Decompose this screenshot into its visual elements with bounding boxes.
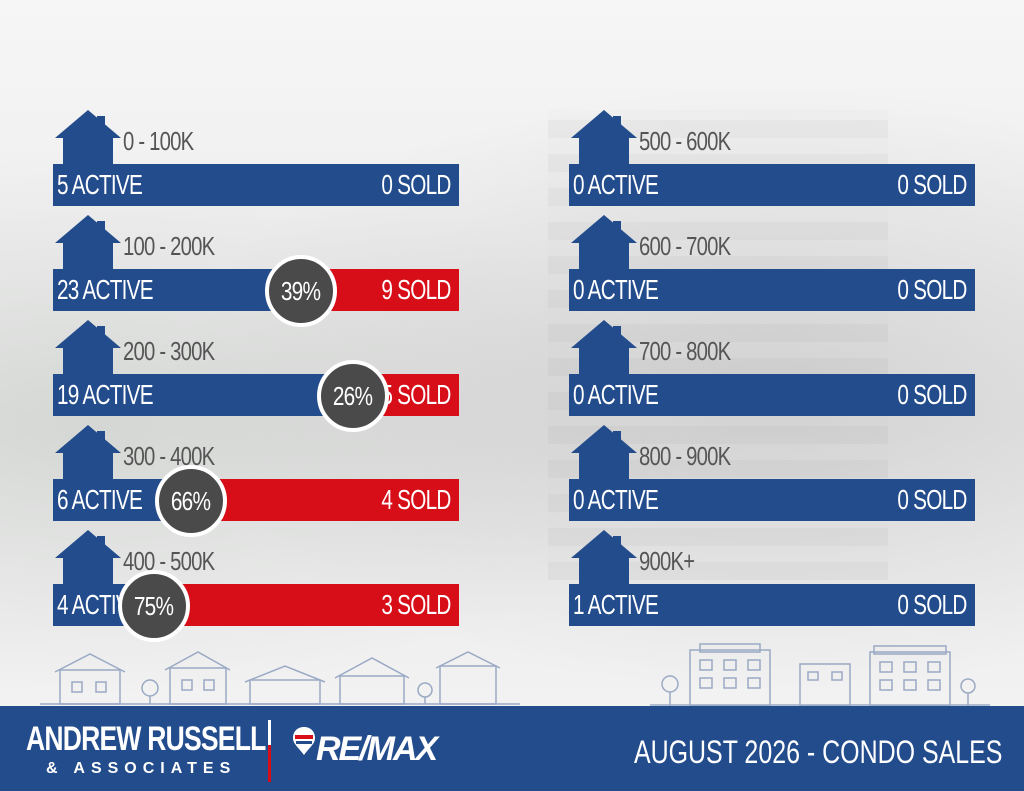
sold-count: 0 SOLD: [897, 274, 968, 305]
price-range-label: 0 - 100K: [123, 126, 194, 156]
sold-fill: [154, 584, 459, 626]
brand-name: ANDREW RUSSELL: [26, 720, 266, 758]
tier-bar: 0 ACTIVE 0 SOLD: [569, 164, 975, 206]
sell-through-percent: 66%: [171, 485, 211, 516]
price-range-label: 900K+: [639, 546, 695, 576]
sell-through-badge: 75%: [118, 570, 190, 642]
house-icon: [53, 423, 123, 483]
active-count: 0 ACTIVE: [573, 274, 659, 305]
price-range-label: 200 - 300K: [123, 336, 215, 366]
sold-count: 0 SOLD: [897, 169, 968, 200]
house-icon: [53, 528, 123, 588]
sell-through-percent: 39%: [281, 275, 321, 306]
price-tier: 200 - 300K 19 ACTIVE 5 SOLD 26%: [53, 318, 459, 432]
house-icon: [569, 423, 639, 483]
active-count: 5 ACTIVE: [57, 169, 143, 200]
report-title: AUGUST 2026 - CONDO SALES: [633, 734, 1002, 770]
house-icon: [53, 318, 123, 378]
price-tier: 500 - 600K 0 ACTIVE 0 SOLD: [569, 108, 975, 218]
active-count: 6 ACTIVE: [57, 484, 143, 515]
house-icon: [53, 108, 123, 168]
tier-bar: 19 ACTIVE 5 SOLD: [53, 374, 459, 416]
price-range-label: 700 - 800K: [639, 336, 731, 366]
price-tier: 700 - 800K 0 ACTIVE 0 SOLD: [569, 318, 975, 428]
tier-bar: 0 ACTIVE 0 SOLD: [569, 269, 975, 311]
tier-bar: 4 ACTIVE 3 SOLD: [53, 584, 459, 626]
price-tier: 900K+ 1 ACTIVE 0 SOLD: [569, 528, 975, 638]
price-range-label: 100 - 200K: [123, 231, 215, 261]
active-count: 23 ACTIVE: [57, 274, 154, 305]
price-range-label: 800 - 900K: [639, 441, 731, 471]
sell-through-percent: 75%: [134, 590, 174, 621]
house-icon: [569, 108, 639, 168]
active-count: 0 ACTIVE: [573, 484, 659, 515]
tier-bar: 6 ACTIVE 4 SOLD: [53, 479, 459, 521]
town-skyline-illustration: [40, 651, 520, 705]
sell-through-badge: 39%: [265, 255, 337, 327]
price-tier: 100 - 200K 23 ACTIVE 9 SOLD 39%: [53, 213, 459, 327]
price-range-label: 400 - 500K: [123, 546, 215, 576]
price-tier: 300 - 400K 6 ACTIVE 4 SOLD 66%: [53, 423, 459, 537]
sold-count: 3 SOLD: [381, 589, 452, 620]
house-icon: [569, 318, 639, 378]
city-skyline-illustration: [650, 643, 990, 706]
remax-balloon-icon: [293, 727, 315, 755]
active-count: 0 ACTIVE: [573, 169, 659, 200]
tier-bar: 0 ACTIVE 0 SOLD: [569, 479, 975, 521]
price-tier: 0 - 100K 5 ACTIVE 0 SOLD: [53, 108, 459, 218]
footer-divider: [268, 720, 271, 782]
house-icon: [569, 213, 639, 273]
sell-through-badge: 66%: [155, 465, 227, 537]
house-icon: [569, 528, 639, 588]
sold-count: 0 SOLD: [381, 169, 452, 200]
remax-logo: RE/MAX: [316, 730, 438, 768]
active-count: 19 ACTIVE: [57, 379, 154, 410]
sold-fill: [191, 479, 459, 521]
sold-count: 0 SOLD: [897, 484, 968, 515]
sold-count: 5 SOLD: [381, 379, 452, 410]
sold-count: 4 SOLD: [381, 484, 452, 515]
sold-count: 0 SOLD: [897, 379, 968, 410]
price-range-label: 500 - 600K: [639, 126, 731, 156]
price-tier: 600 - 700K 0 ACTIVE 0 SOLD: [569, 213, 975, 323]
tier-bar: 23 ACTIVE 9 SOLD: [53, 269, 459, 311]
sell-through-badge: 26%: [317, 360, 389, 432]
price-range-label: 600 - 700K: [639, 231, 731, 261]
tier-bar: 5 ACTIVE 0 SOLD: [53, 164, 459, 206]
brand-subtitle: & ASSOCIATES: [46, 760, 237, 777]
active-count: 0 ACTIVE: [573, 379, 659, 410]
sold-count: 0 SOLD: [897, 589, 968, 620]
sell-through-percent: 26%: [333, 380, 373, 411]
house-icon: [53, 213, 123, 273]
price-tier: 400 - 500K 4 ACTIVE 3 SOLD 75%: [53, 528, 459, 642]
sold-count: 9 SOLD: [381, 274, 452, 305]
footer-bar: ANDREW RUSSELL & ASSOCIATES RE/MAX AUGUS…: [0, 706, 1024, 791]
price-tier: 800 - 900K 0 ACTIVE 0 SOLD: [569, 423, 975, 533]
tier-bar: 0 ACTIVE 0 SOLD: [569, 374, 975, 416]
tier-bar: 1 ACTIVE 0 SOLD: [569, 584, 975, 626]
active-count: 1 ACTIVE: [573, 589, 659, 620]
